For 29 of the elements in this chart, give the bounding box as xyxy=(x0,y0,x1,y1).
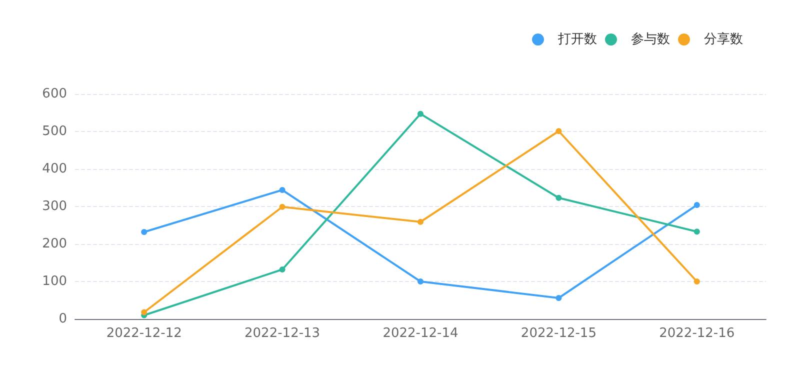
legend-label: 分享数 xyxy=(704,31,743,47)
legend-label: 打开数 xyxy=(557,32,597,47)
x-tick-label: 2022-12-14 xyxy=(382,326,458,341)
x-tick-label: 2022-12-12 xyxy=(106,326,182,341)
point xyxy=(279,266,286,272)
y-tick-label: 500 xyxy=(42,124,67,139)
y-tick-label: 600 xyxy=(42,86,67,102)
y-tick-label: 100 xyxy=(42,274,67,289)
y-tick-label: 400 xyxy=(42,162,67,176)
point xyxy=(694,278,700,284)
point xyxy=(556,295,562,301)
point xyxy=(418,218,424,225)
x-tick-label: 2022-12-15 xyxy=(520,326,596,341)
x-tick-label: 2022-12-16 xyxy=(659,326,735,341)
y-tick-label: 300 xyxy=(42,199,67,214)
point xyxy=(694,202,700,208)
y-tick-label: 0 xyxy=(58,312,67,326)
point xyxy=(141,229,148,235)
point xyxy=(418,110,424,117)
y-tick-label: 200 xyxy=(42,236,67,252)
point xyxy=(694,228,700,235)
point xyxy=(141,309,148,316)
point xyxy=(418,278,424,284)
x-tick-label: 2022-12-13 xyxy=(244,326,320,341)
legend-label: 参与数 xyxy=(631,32,670,47)
point xyxy=(279,204,286,210)
point xyxy=(279,187,286,193)
point xyxy=(556,194,562,201)
point xyxy=(556,128,562,134)
